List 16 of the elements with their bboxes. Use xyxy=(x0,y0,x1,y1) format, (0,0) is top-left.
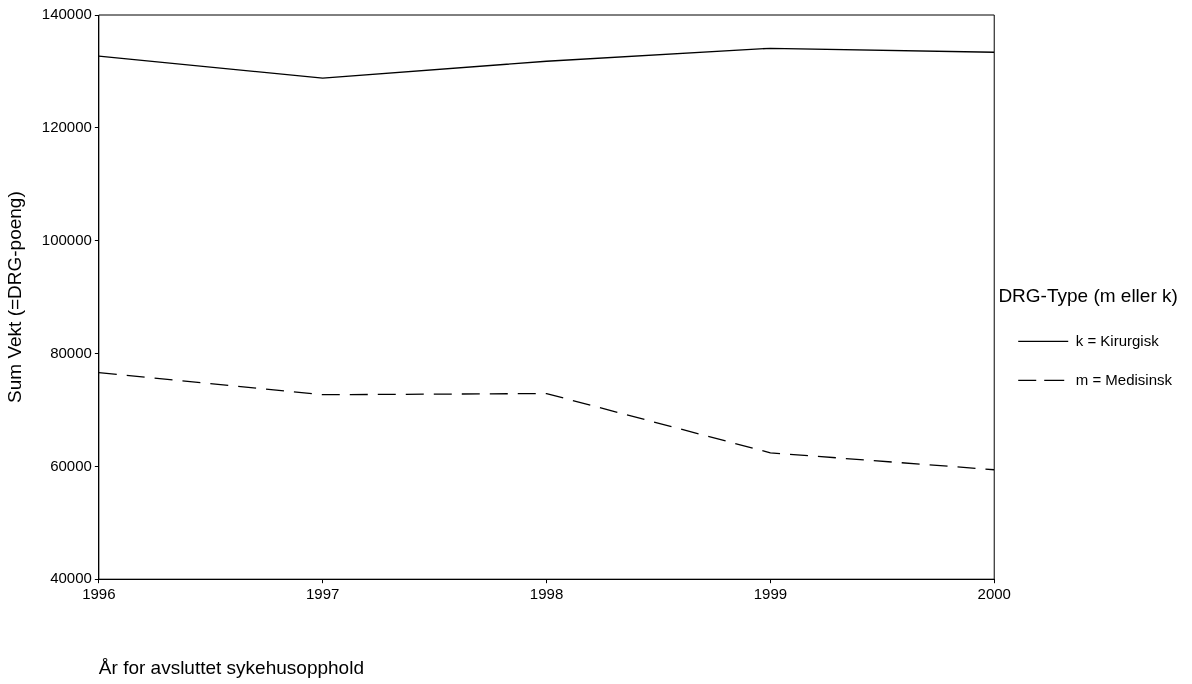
y-axis-title: Sum Vekt (=DRG-poeng) xyxy=(3,191,25,403)
y-tick-label: 100000 xyxy=(41,230,92,248)
x-tick-label: 2000 xyxy=(977,585,1011,603)
x-tick-label: 1999 xyxy=(753,585,788,603)
x-axis-title: År for avsluttet sykehusopphold xyxy=(98,656,364,678)
y-tick-label: 80000 xyxy=(50,343,92,361)
x-tick-label: 1997 xyxy=(306,585,340,603)
y-tick-label: 140000 xyxy=(41,5,92,23)
legend-title: DRG-Type (m eller k) xyxy=(998,284,1178,306)
y-tick-label: 60000 xyxy=(50,456,92,474)
y-tick-label: 120000 xyxy=(41,117,92,135)
y-tick-label: 40000 xyxy=(50,569,92,587)
legend-label: m = Medisinsk xyxy=(1075,370,1173,388)
x-tick-label: 1998 xyxy=(529,585,564,603)
x-tick-label: 1996 xyxy=(82,585,116,603)
legend-label: k = Kirurgisk xyxy=(1075,331,1160,349)
